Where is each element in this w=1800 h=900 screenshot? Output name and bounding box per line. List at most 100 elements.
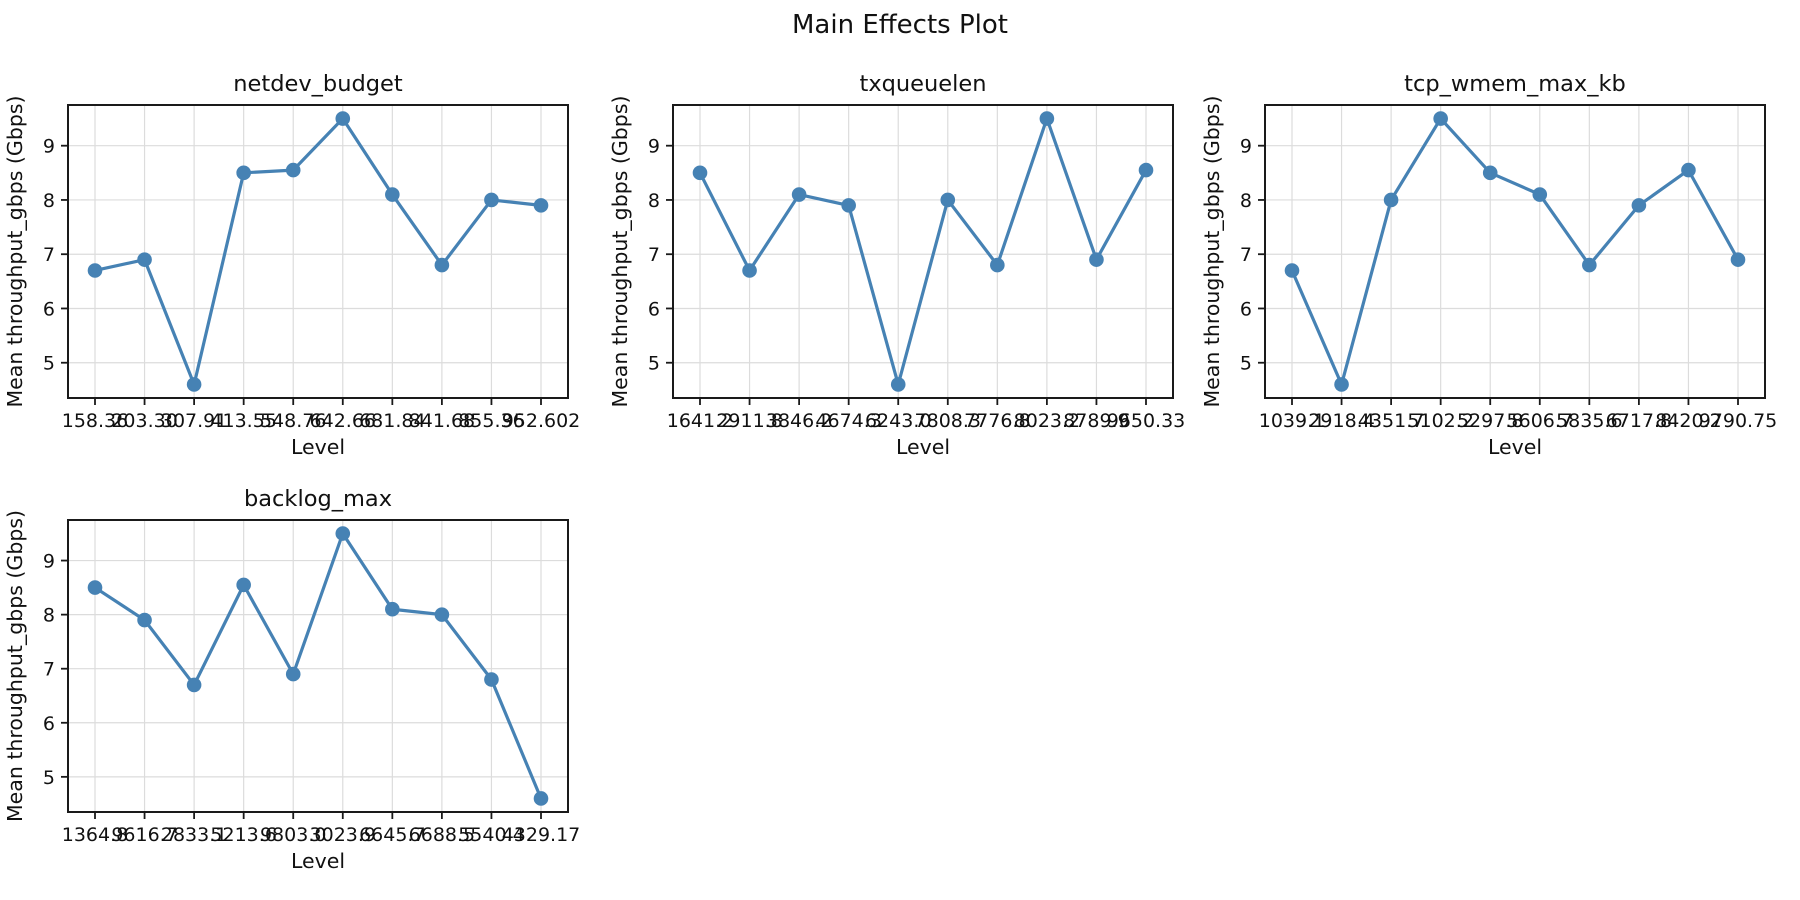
x-tick-label: 1641.2	[667, 410, 733, 432]
data-point	[1681, 162, 1696, 178]
y-axis-label: Mean throughput_gbps (Gbps)	[3, 510, 28, 822]
x-tick-label: 5102.2	[1407, 410, 1473, 432]
x-tick-label: 4329.17	[502, 824, 581, 846]
series-line	[93, 531, 543, 801]
plot-area	[68, 105, 568, 398]
x-tick-label: 5835.6	[1556, 410, 1622, 432]
y-tick-label: 7	[43, 244, 55, 266]
data-point	[1334, 377, 1349, 392]
data-point	[841, 198, 856, 213]
x-axis-label: Level	[896, 435, 950, 459]
data-point	[742, 263, 757, 278]
x-tick-label: 642.66	[310, 410, 376, 432]
x-tick-label: 841.68	[409, 410, 475, 432]
data-point	[890, 377, 906, 392]
data-point	[1089, 252, 1104, 267]
x-tick-label: 3846.2	[766, 410, 832, 432]
y-tick-label: 6	[43, 713, 55, 735]
x-tick-label: 4351.7	[1358, 410, 1424, 432]
x-tick-label: 9790.75	[1699, 410, 1778, 432]
y-tick-label: 7	[1240, 244, 1252, 266]
x-tick-label: 203.30	[111, 410, 177, 432]
x-tick-label: 1364.8	[62, 824, 128, 846]
y-tick-label: 9	[43, 551, 55, 573]
x-tick-label: 548.76	[260, 410, 326, 432]
data-point	[484, 192, 499, 208]
plot-area	[1265, 105, 1765, 398]
data-point	[285, 666, 301, 682]
subplot-netdev_budget: 158.36203.30307.91413.55548.76642.66681.…	[3, 71, 580, 459]
data-point	[1433, 111, 1448, 126]
subplot-title: backlog_max	[244, 486, 392, 512]
data-point	[990, 257, 1005, 273]
subplot-txqueuelen: 1641.22911.83846.24674.36243.07808.37776…	[608, 71, 1185, 459]
x-tick-label: 5540.4	[458, 824, 524, 846]
data-point	[1532, 187, 1548, 202]
plot-area	[673, 105, 1173, 398]
x-tick-label: 2911.8	[716, 410, 782, 432]
x-tick-label: 8789.9	[1063, 410, 1129, 432]
axes-frame	[1264, 104, 1766, 399]
x-tick-label: 158.36	[62, 410, 128, 432]
data-point	[533, 791, 549, 806]
data-point	[692, 165, 708, 181]
x-tick-label: 4674.3	[815, 410, 881, 432]
series-line	[1290, 116, 1740, 387]
x-tick-label: 9616.7	[111, 824, 177, 846]
data-point	[434, 607, 450, 622]
data-point	[434, 257, 450, 273]
data-point	[1482, 165, 1498, 181]
data-point	[87, 580, 103, 595]
x-tick-label: 9803.0	[260, 824, 326, 846]
subplot-title: netdev_budget	[233, 71, 403, 97]
x-tick-label: 8023.2	[1014, 410, 1080, 432]
y-axis-label: Mean throughput_gbps (Gbps)	[3, 95, 28, 407]
x-tick-label: 5213.6	[210, 824, 276, 846]
data-point	[1383, 192, 1399, 208]
x-axis-label: Level	[291, 435, 345, 459]
x-tick-label: 1039.1	[1259, 410, 1325, 432]
x-tick-label: 3023.9	[310, 824, 376, 846]
data-point	[1582, 257, 1597, 273]
y-axis-label: Mean throughput_gbps (Gbps)	[608, 95, 633, 407]
data-point	[236, 165, 251, 181]
y-tick-label: 6	[648, 298, 660, 320]
subplot-backlog_max: 1364.89616.72833.15213.69803.03023.96645…	[3, 486, 580, 873]
x-tick-label: 6645.7	[359, 824, 425, 846]
y-tick-label: 5	[43, 767, 55, 789]
plot-area	[68, 520, 568, 812]
series-line	[698, 116, 1148, 387]
x-tick-label: 855.36	[458, 410, 524, 432]
y-tick-label: 8	[43, 190, 55, 212]
y-tick-label: 5	[43, 353, 55, 375]
y-tick-label: 6	[43, 298, 55, 320]
subplot-title: txqueuelen	[860, 71, 987, 97]
x-tick-label: 681.84	[359, 410, 425, 432]
figure-suptitle: Main Effects Plot	[792, 10, 1008, 40]
data-point	[484, 672, 499, 687]
data-point	[791, 187, 807, 202]
data-point	[1039, 111, 1055, 126]
y-tick-label: 9	[43, 136, 55, 158]
x-tick-label: 307.91	[161, 410, 227, 432]
x-tick-label: 6688.5	[409, 824, 475, 846]
x-tick-label: 5606.7	[1507, 410, 1573, 432]
y-tick-label: 8	[648, 190, 660, 212]
x-tick-label: 2918.4	[1308, 410, 1374, 432]
x-tick-label: 9650.33	[1107, 410, 1186, 432]
data-point	[335, 111, 351, 126]
axes-frame	[67, 519, 569, 813]
y-tick-label: 5	[648, 353, 660, 375]
y-tick-label: 9	[1240, 136, 1252, 158]
data-point	[385, 187, 400, 202]
data-point	[137, 612, 152, 628]
data-point	[186, 677, 202, 693]
data-point	[1730, 252, 1746, 267]
y-tick-label: 7	[43, 659, 55, 681]
data-point	[385, 601, 400, 617]
x-axis-label: Level	[291, 849, 345, 873]
y-tick-label: 8	[1240, 190, 1252, 212]
y-tick-label: 7	[648, 244, 660, 266]
